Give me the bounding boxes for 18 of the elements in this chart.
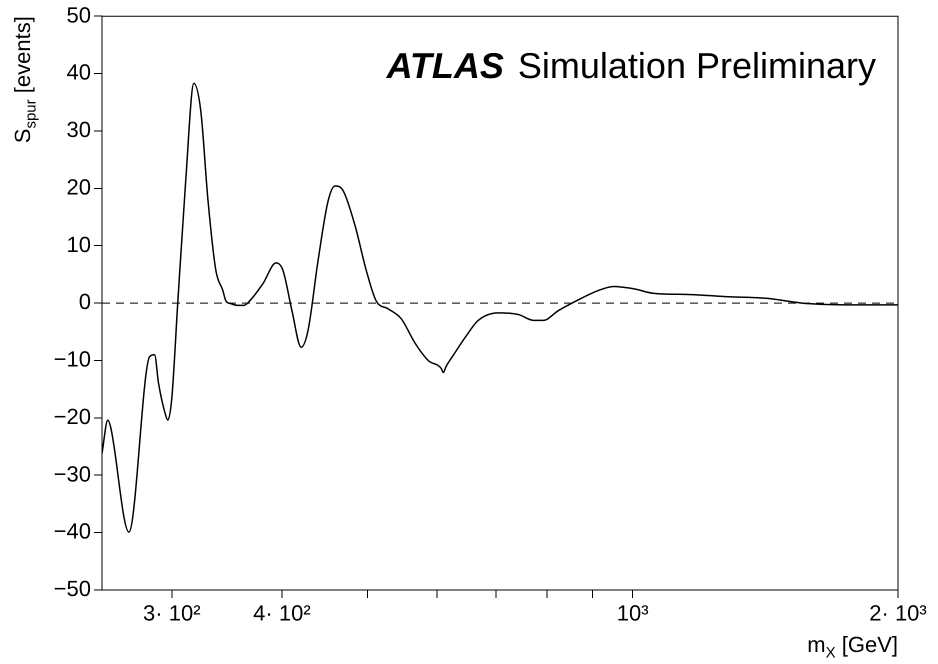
y-tick-label: −30 bbox=[54, 461, 91, 486]
x-tick-label: 2· 10³ bbox=[869, 600, 927, 626]
y-tick-label: −50 bbox=[54, 576, 91, 602]
annotation: ATLAS bbox=[386, 45, 504, 86]
x-tick-label: 4· 10² bbox=[253, 600, 311, 626]
y-tick-label: −20 bbox=[54, 404, 91, 429]
y-tick-label: 30 bbox=[66, 117, 91, 142]
y-tick-label: −40 bbox=[54, 518, 91, 544]
y-tick-label: 40 bbox=[66, 60, 91, 85]
y-tick-label: 50 bbox=[66, 2, 91, 28]
x-tick-label: 10³ bbox=[616, 600, 649, 626]
y-tick-label: 20 bbox=[66, 174, 91, 200]
x-tick-label: 3· 10² bbox=[143, 600, 201, 626]
y-tick-label: 10 bbox=[66, 232, 91, 257]
annotation: Simulation Preliminary bbox=[518, 45, 876, 86]
y-axis-title: Sspur [events] bbox=[10, 16, 40, 144]
y-tick-label: 0 bbox=[78, 289, 91, 314]
y-tick-label: −10 bbox=[54, 346, 91, 372]
